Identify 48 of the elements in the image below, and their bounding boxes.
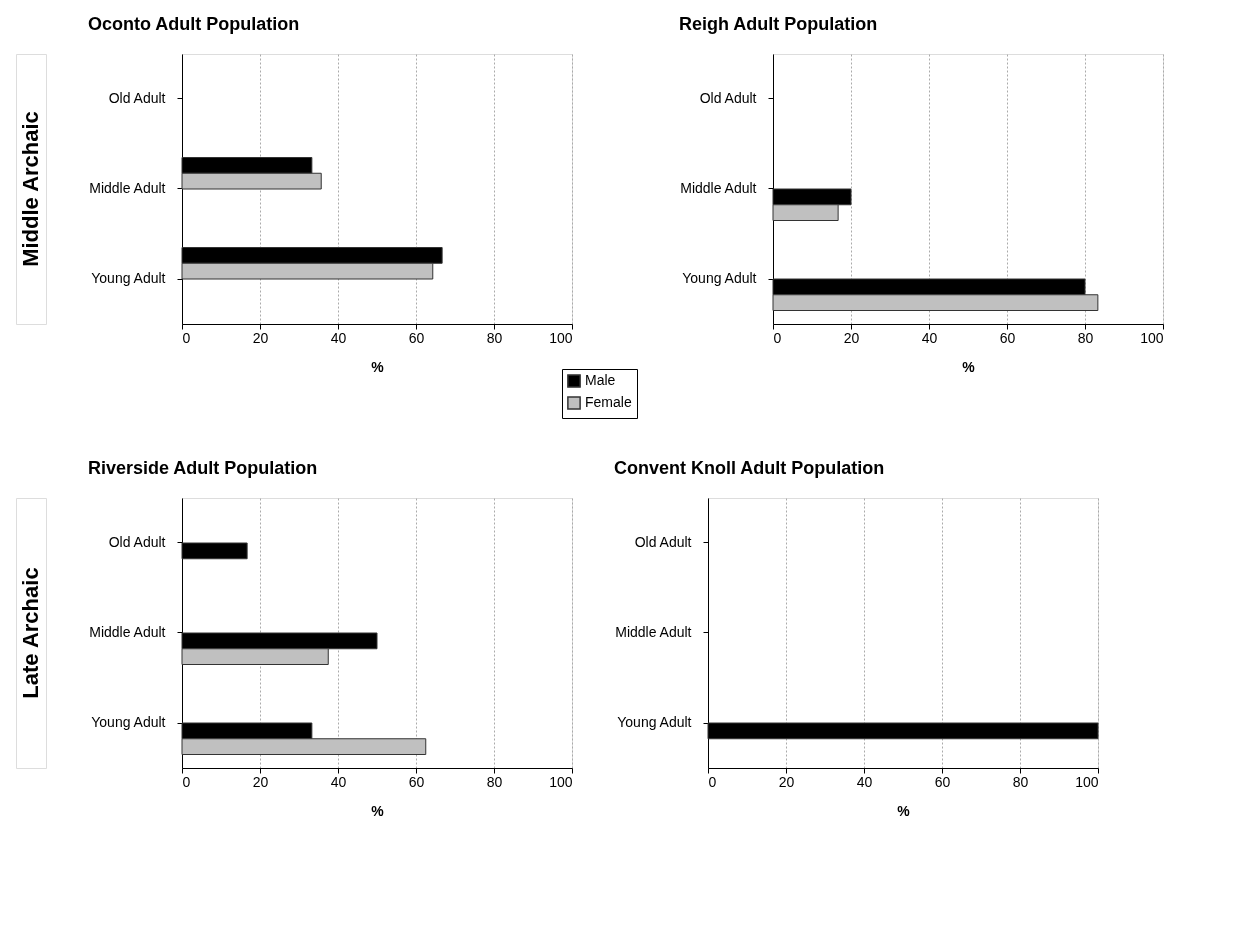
legend-label: Female bbox=[585, 394, 632, 410]
x-tick-label: 0 bbox=[708, 773, 717, 790]
y-tick-label: Young Adult bbox=[682, 270, 757, 286]
x-tick-label: 100 bbox=[549, 329, 573, 346]
x-axis-title: % bbox=[371, 802, 385, 819]
x-tick-label: 0 bbox=[773, 329, 782, 346]
y-tick-label: Old Adult bbox=[108, 90, 166, 106]
y-tick-label: Middle Adult bbox=[89, 180, 166, 196]
x-tick-label: 60 bbox=[408, 773, 425, 790]
x-tick-label: 40 bbox=[921, 329, 938, 346]
x-axis-title: % bbox=[897, 802, 911, 819]
x-axis-title: % bbox=[371, 358, 385, 375]
x-tick-label: 20 bbox=[252, 329, 269, 346]
x-tick-label: 80 bbox=[486, 329, 503, 346]
text: Late Archaic bbox=[18, 567, 43, 699]
y-tick-label: Old Adult bbox=[699, 90, 757, 106]
y-tick-label: Middle Adult bbox=[680, 180, 757, 196]
chart-title: Riverside Adult Population bbox=[87, 458, 318, 478]
x-tick-label: 100 bbox=[1140, 329, 1164, 346]
y-tick-label: Old Adult bbox=[108, 534, 166, 550]
text: Middle Archaic bbox=[18, 111, 43, 267]
y-tick-label: Middle Adult bbox=[615, 624, 692, 640]
x-tick-label: 80 bbox=[486, 773, 503, 790]
y-tick-label: Middle Adult bbox=[89, 624, 166, 640]
y-tick-label: Young Adult bbox=[91, 270, 166, 286]
x-tick-label: 0 bbox=[182, 773, 191, 790]
x-tick-label: 60 bbox=[408, 329, 425, 346]
x-tick-label: 40 bbox=[856, 773, 873, 790]
x-tick-label: 60 bbox=[934, 773, 951, 790]
y-tick-label: Old Adult bbox=[634, 534, 692, 550]
x-tick-label: 0 bbox=[182, 329, 191, 346]
x-tick-label: 20 bbox=[778, 773, 795, 790]
y-tick-label: Young Adult bbox=[617, 714, 692, 730]
x-tick-label: 40 bbox=[330, 329, 347, 346]
x-tick-label: 20 bbox=[843, 329, 860, 346]
x-axis-title: % bbox=[962, 358, 976, 375]
chart-title: Reigh Adult Population bbox=[678, 14, 878, 34]
x-tick-label: 40 bbox=[330, 773, 347, 790]
chart-title: Convent Knoll Adult Population bbox=[613, 458, 885, 478]
x-tick-label: 20 bbox=[252, 773, 269, 790]
y-tick-label: Young Adult bbox=[91, 714, 166, 730]
x-tick-label: 80 bbox=[1077, 329, 1094, 346]
chart-title: Oconto Adult Population bbox=[87, 14, 300, 34]
x-tick-label: 60 bbox=[999, 329, 1016, 346]
x-tick-label: 100 bbox=[1075, 773, 1099, 790]
legend-label: Male bbox=[585, 372, 616, 388]
x-tick-label: 80 bbox=[1012, 773, 1029, 790]
x-tick-label: 100 bbox=[549, 773, 573, 790]
